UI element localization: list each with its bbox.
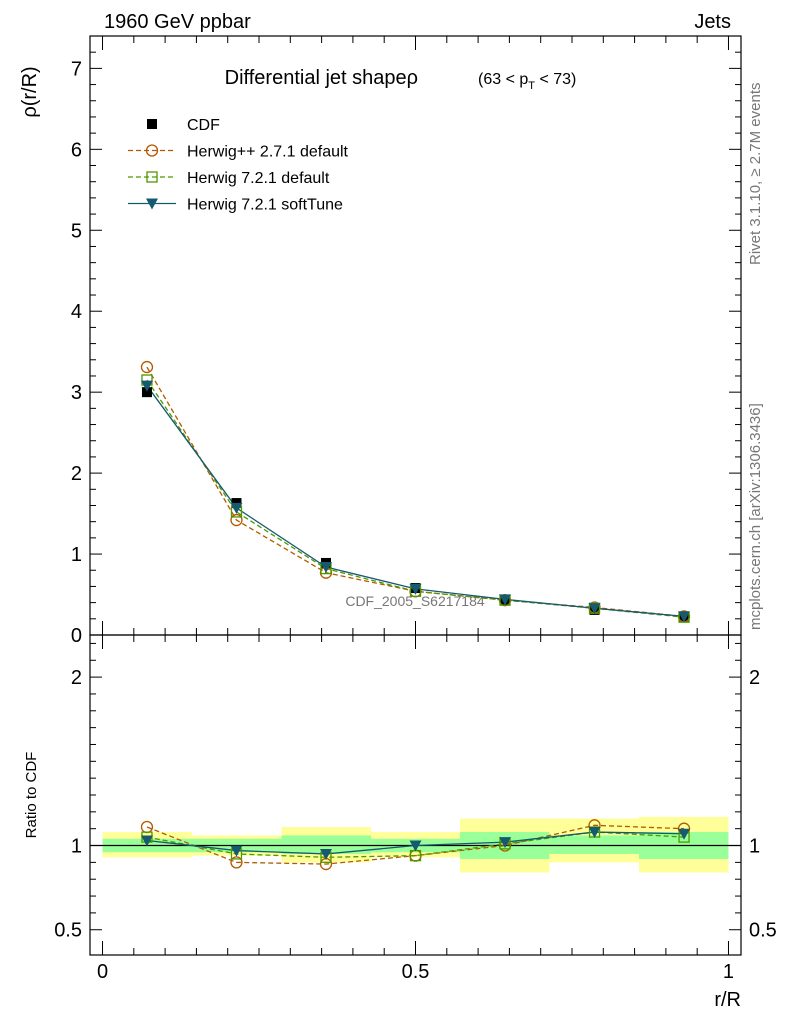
header-left: 1960 GeV ppbar bbox=[104, 11, 251, 33]
herwigpp-point bbox=[140, 360, 154, 374]
legend-marker bbox=[146, 198, 158, 210]
softtune-point bbox=[140, 380, 153, 392]
herwigpp-ratio-line bbox=[146, 824, 685, 865]
plot-title-range-end: < 73) bbox=[535, 71, 576, 88]
legend-marker bbox=[145, 144, 159, 157]
softtune-ratio-point bbox=[588, 827, 601, 839]
softtune-point bbox=[230, 502, 243, 514]
softtune-point bbox=[678, 611, 691, 623]
band-inner bbox=[281, 835, 372, 854]
legend-label: Herwig 7.2.1 softTune bbox=[187, 197, 343, 214]
softtune-ratio-point bbox=[678, 828, 691, 840]
ratio-y-tick-label: 0.5 bbox=[54, 920, 82, 942]
legend: CDF Herwig++ 2.7.1 default Herwig 7.2.1 de… bbox=[128, 117, 349, 214]
y-tick-label: 6 bbox=[71, 139, 82, 161]
x-tick-label: 0 bbox=[97, 961, 108, 983]
legend-label: CDF bbox=[187, 117, 220, 134]
y-tick-label: 7 bbox=[71, 58, 82, 80]
main-y-axis: 0 1 2 3 4 5 6 7 bbox=[71, 51, 741, 647]
legend-label: Herwig 7.2.1 default bbox=[187, 170, 330, 187]
ratio-y-axis-label: Ratio to CDF bbox=[23, 752, 40, 839]
mcplots-label: mcplots.cern.ch [arXiv:1306.3436] bbox=[747, 403, 764, 630]
analysis-watermark: CDF_2005_S6217184 bbox=[345, 593, 485, 609]
softtune-point bbox=[409, 583, 422, 595]
plot-title-range: (63 < pT < 73) bbox=[478, 71, 576, 92]
legend-marker bbox=[147, 119, 157, 129]
herwigpp-line bbox=[146, 366, 685, 618]
ratio-series-layer bbox=[140, 819, 691, 871]
cdf-point bbox=[141, 387, 152, 398]
herwig721-line bbox=[146, 379, 685, 618]
rivet-version-label: Rivet 3.1.10, ≥ 2.7M events bbox=[747, 83, 764, 266]
y-tick-label: 0 bbox=[71, 625, 82, 647]
ratio-panel-frame bbox=[89, 634, 742, 956]
header-right: Jets bbox=[694, 11, 731, 33]
plot-title-range-start: (63 < p bbox=[478, 71, 528, 88]
ratio-y-tick-label: 2 bbox=[71, 667, 82, 689]
main-x-ticks bbox=[102, 36, 729, 635]
x-axis-label: r/R bbox=[714, 989, 741, 1011]
softtune-ratio-point bbox=[140, 835, 153, 847]
y-tick-label: 5 bbox=[71, 220, 82, 242]
ratio-panel: 0.5 0.51 12 2 0 0.5 1 Ratio to CDF r/R bbox=[23, 634, 777, 1011]
main-series-layer bbox=[140, 360, 691, 623]
softtune-point bbox=[588, 603, 601, 615]
softtune-ratio-point bbox=[230, 845, 243, 857]
y-tick-label: 3 bbox=[71, 382, 82, 404]
plot-title: Differential jet shapeρ bbox=[225, 67, 418, 89]
softtune-ratio-point bbox=[499, 837, 512, 849]
band-inner bbox=[549, 835, 639, 854]
softtune-line bbox=[146, 385, 685, 618]
ratio-y-tick-label-right: 1 bbox=[749, 836, 760, 858]
legend-label: Herwig++ 2.7.1 default bbox=[187, 144, 349, 161]
y-tick-label: 1 bbox=[71, 544, 82, 566]
herwigpp-ratio-point bbox=[230, 856, 243, 869]
ratio-y-axis: 0.5 0.5 1 1 2 2 bbox=[54, 642, 777, 942]
softtune-ratio-point bbox=[409, 840, 422, 852]
plot-title-subscript: T bbox=[528, 80, 535, 92]
legend-marker bbox=[146, 171, 158, 183]
softtune-ratio-point bbox=[319, 848, 332, 860]
x-tick-label: 0.5 bbox=[402, 961, 430, 983]
ratio-y-tick-label-right: 0.5 bbox=[749, 920, 777, 942]
softtune-point bbox=[319, 562, 332, 574]
y-tick-label: 4 bbox=[71, 301, 82, 323]
herwigpp-point bbox=[230, 513, 243, 527]
x-tick-label: 1 bbox=[723, 961, 734, 983]
ratio-y-tick-label-right: 2 bbox=[749, 667, 760, 689]
softtune-point bbox=[499, 594, 512, 606]
ratio-x-axis: 0 0.5 1 bbox=[97, 635, 734, 983]
y-tick-label: 2 bbox=[71, 463, 82, 485]
main-y-axis-label: ρ(r/R) bbox=[19, 66, 41, 117]
ratio-y-tick-label: 1 bbox=[71, 836, 82, 858]
